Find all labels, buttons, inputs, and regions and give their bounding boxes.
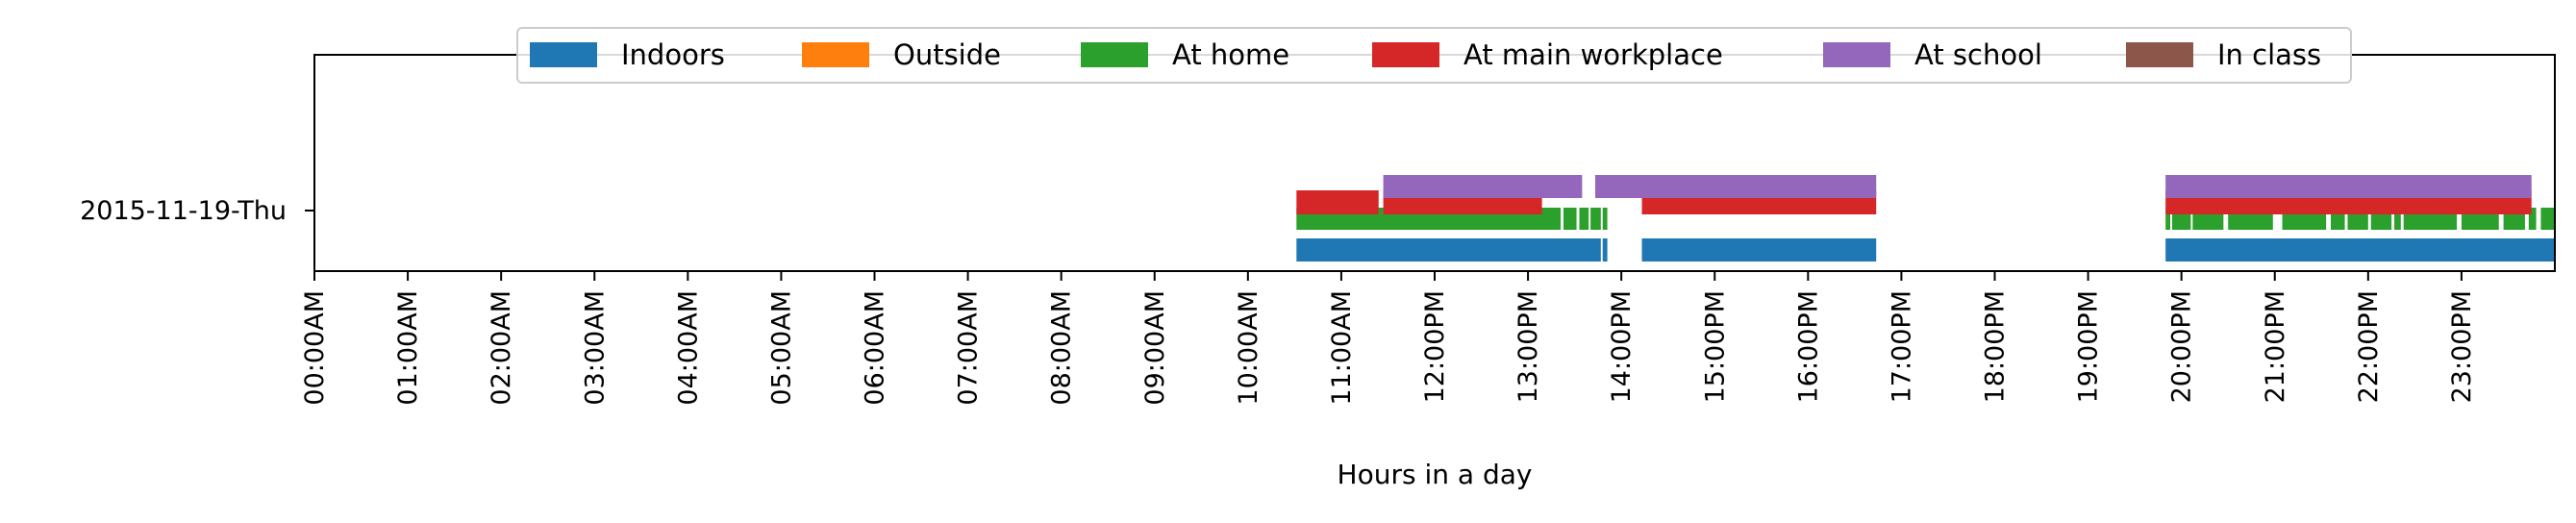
x-tick-label-2: 02:00AM [487,290,516,406]
x-tick-label-21: 21:00PM [2261,290,2290,403]
legend-label-indoors: Indoors [621,38,725,71]
bar-at-school-2 [2165,175,2532,198]
x-tick-label-0: 00:00AM [300,290,330,406]
legend-swatch-at-school [1823,42,1890,67]
legend-swatch-at-home [1081,42,1148,67]
x-tick-label-13: 13:00PM [1513,290,1543,403]
x-tick-label-11: 11:00AM [1327,290,1357,406]
x-tick-label-19: 19:00PM [2074,290,2104,403]
bar-at-home-2 [1579,208,1589,230]
legend-label-outside: Outside [893,38,1001,71]
axis-layer: 00:00AM 01:00AM 02:00AM 03:00AM 04:00AM 05:00… [300,210,2477,406]
x-tick-label-8: 08:00AM [1047,290,1077,406]
bar-at-home-5 [2165,208,2171,230]
legend-swatch-at-main-workplace [1372,42,1439,67]
x-tick-label-10: 10:00AM [1234,290,1263,406]
bar-indoors-0 [1296,238,1601,262]
x-tick-label-4: 04:00AM [673,290,703,406]
bar-at-school-1 [1594,175,1877,198]
legend-label-at-main-workplace: At main workplace [1463,38,1723,71]
bar-at-home-4 [1602,208,1608,230]
bar-at-home-13 [2394,208,2401,230]
legend-label-at-home: At home [1172,38,1289,71]
legend-swatch-outside [802,42,869,67]
x-tick-label-18: 18:00PM [1981,290,2011,403]
x-tick-label-15: 15:00PM [1700,290,1730,403]
bar-at-home-3 [1590,208,1601,230]
x-tick-label-1: 01:00AM [393,290,423,406]
bar-at-home-17 [2528,208,2537,230]
legend-label-at-school: At school [1914,38,2042,71]
x-axis-title: Hours in a day [1338,459,1533,490]
y-tick-label-day: 2015-11-19-Thu [80,196,287,226]
x-tick-label-22: 22:00PM [2354,290,2384,403]
legend: Indoors Outside At home At main workplace At… [516,27,2352,84]
x-tick-label-12: 12:00PM [1420,290,1450,403]
legend-label-in-class: In class [2217,38,2321,71]
bar-at-main-workplace-0 [1296,190,1379,214]
x-tick-label-6: 06:00AM [861,290,890,406]
x-tick-label-3: 03:00AM [580,290,610,406]
x-tick-label-7: 07:00AM [954,290,984,406]
bar-at-home-18 [2540,208,2555,230]
legend-swatch-indoors [530,42,597,67]
x-tick-label-16: 16:00PM [1793,290,1823,403]
bar-indoors-1 [1602,238,1608,262]
bars-layer [1296,175,2555,262]
x-tick-label-20: 20:00PM [2167,290,2197,403]
x-tick-label-14: 14:00PM [1607,290,1637,403]
x-tick-label-23: 23:00PM [2447,290,2477,403]
bar-indoors-3 [2165,238,2555,262]
x-tick-label-17: 17:00PM [1887,290,1916,403]
x-tick-label-5: 05:00AM [766,290,796,406]
bar-at-home-1 [1563,208,1577,230]
bar-indoors-2 [1641,238,1877,262]
bar-at-school-0 [1383,175,1583,198]
legend-swatch-in-class [2126,42,2193,67]
x-tick-label-9: 09:00AM [1140,290,1170,406]
